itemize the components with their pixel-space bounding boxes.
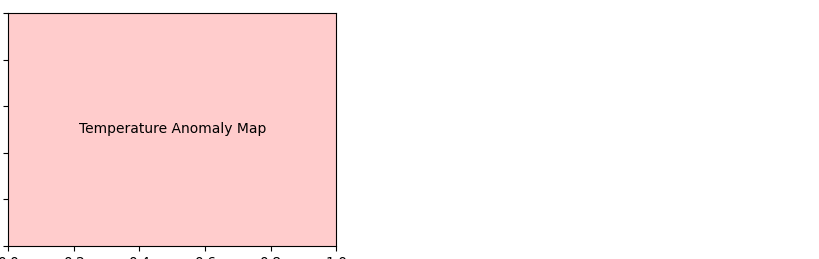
Text: Temperature Anomaly Map: Temperature Anomaly Map [79, 123, 265, 136]
